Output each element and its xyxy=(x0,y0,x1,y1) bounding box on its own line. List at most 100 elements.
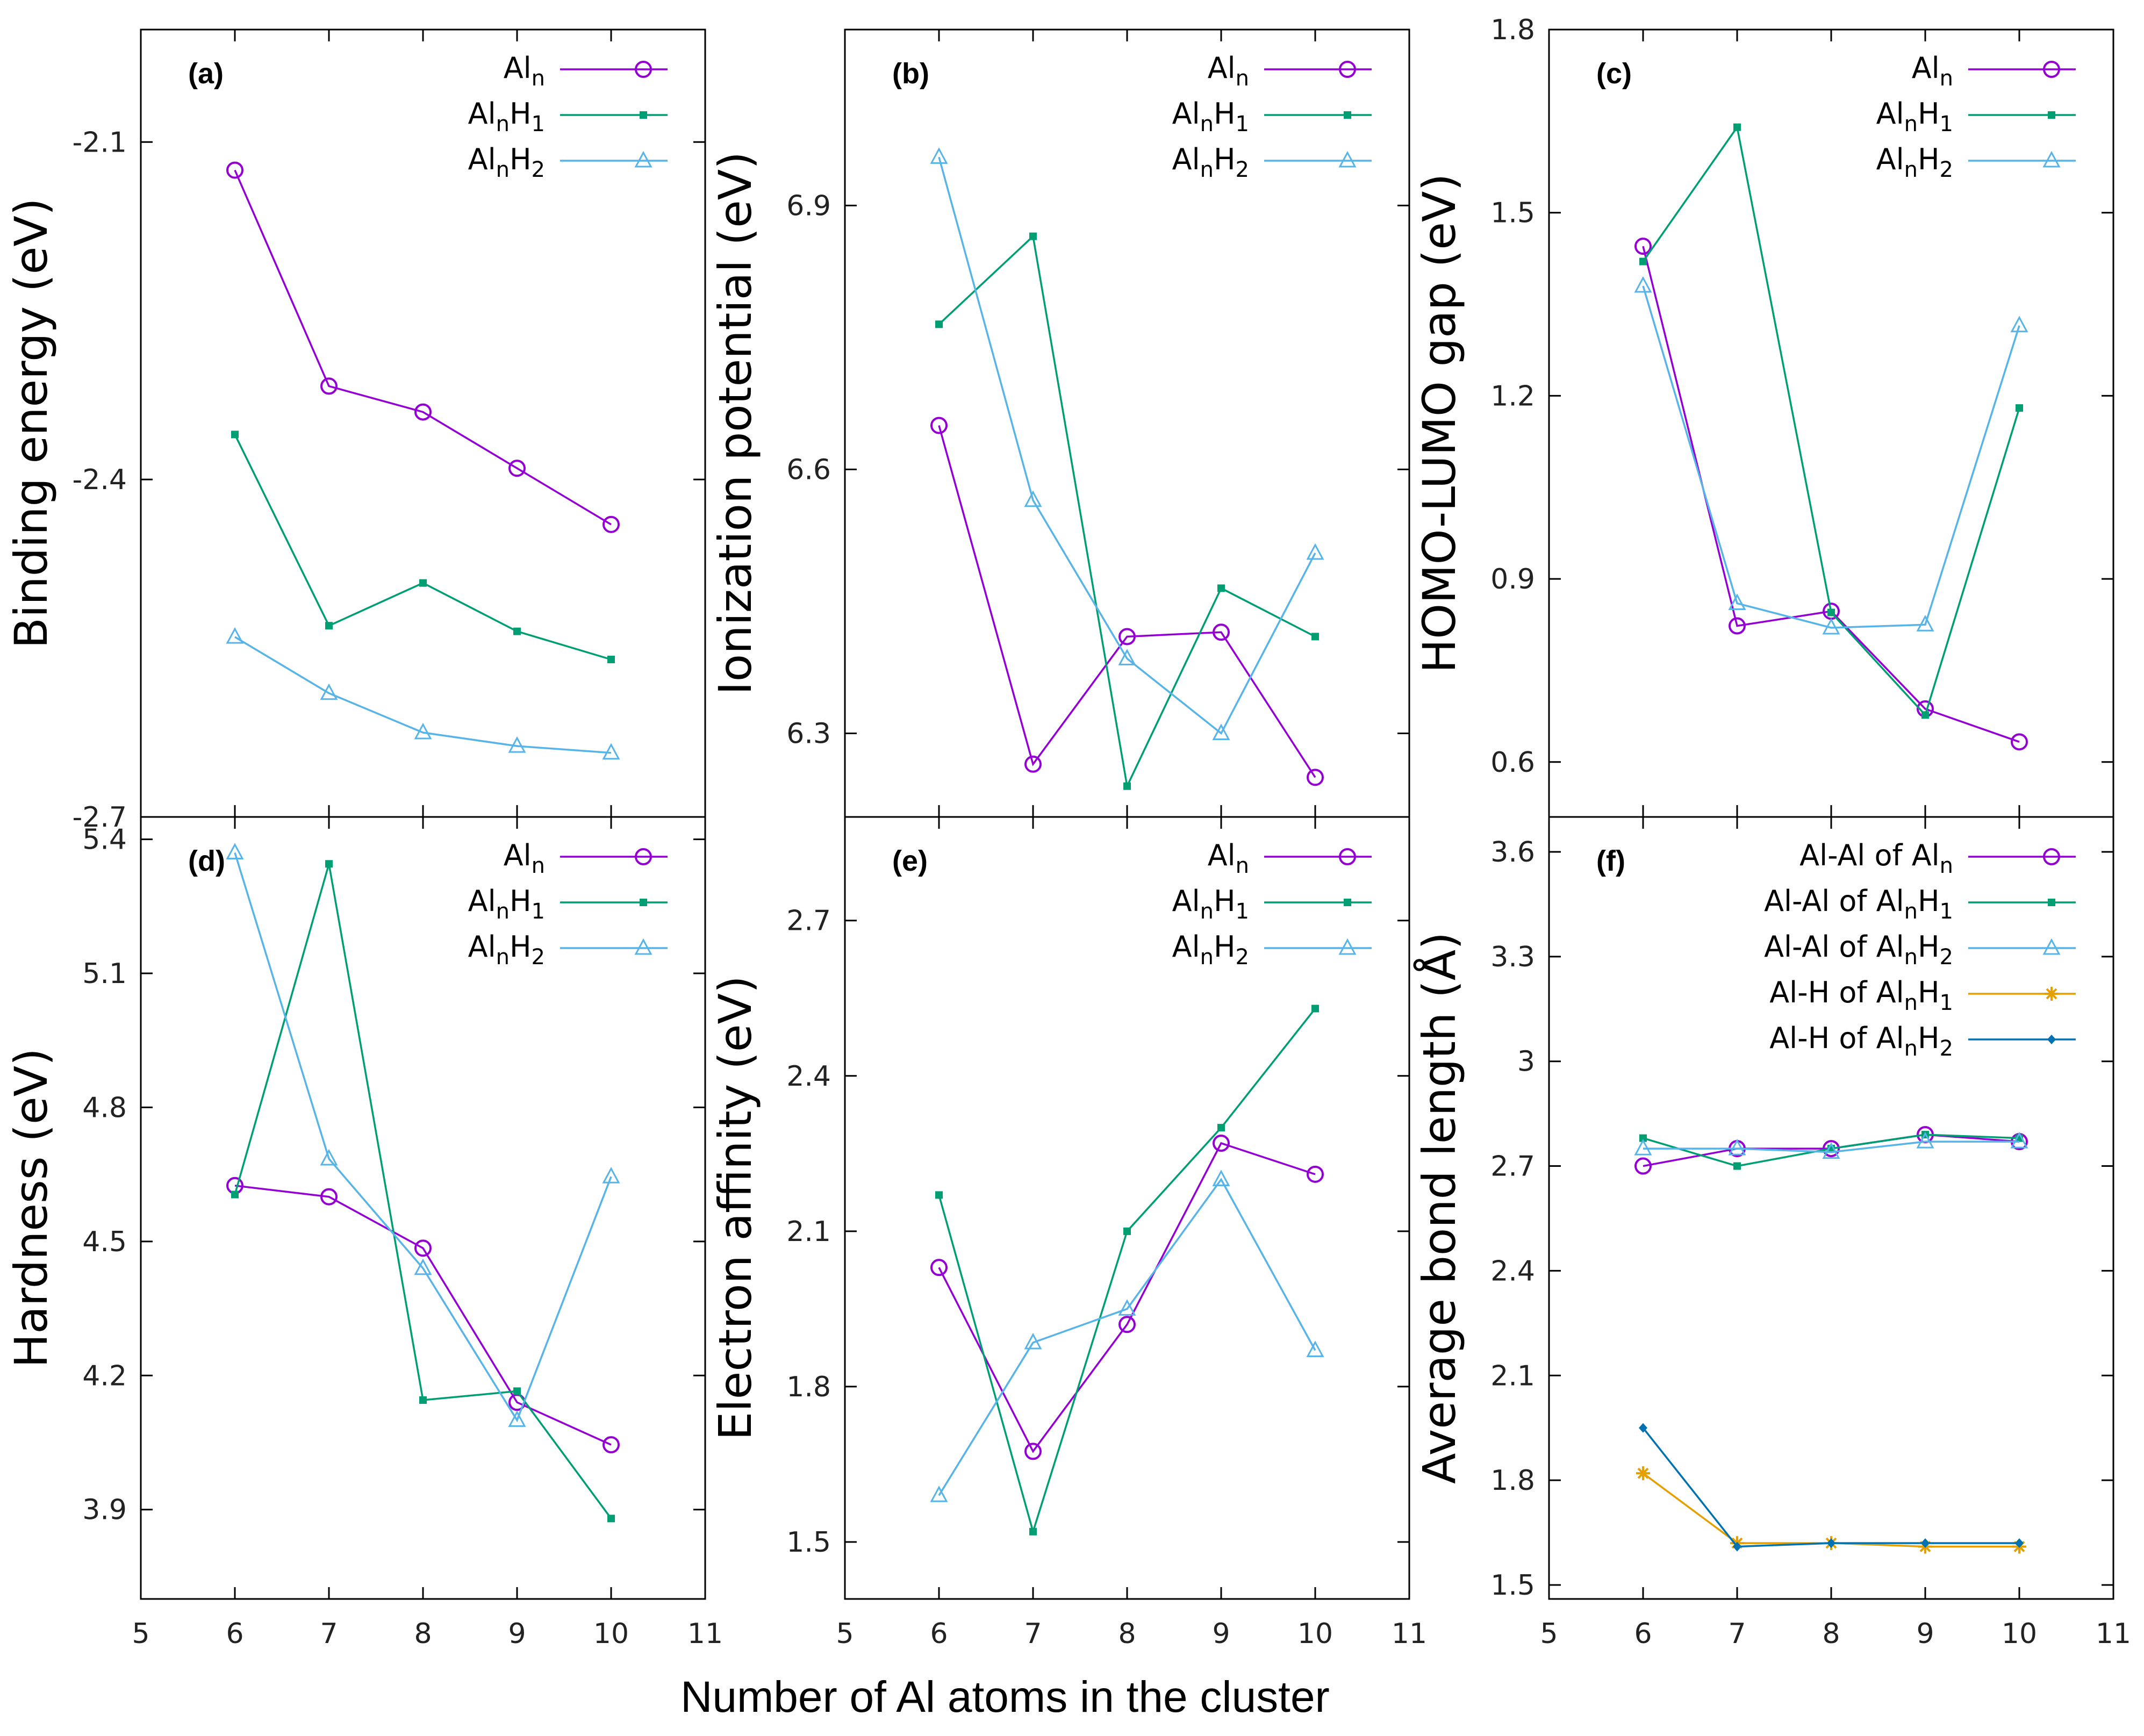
series-line xyxy=(1642,246,2020,743)
x-tick-label: 5 xyxy=(1540,1618,1558,1650)
panel-label: (e) xyxy=(892,845,928,877)
data-point xyxy=(1921,711,1929,719)
y-tick-label: 0.6 xyxy=(1490,747,1535,779)
legend-label: Al-H of AlnH2 xyxy=(1769,1021,1953,1061)
y-tick-label: 2.7 xyxy=(1490,1151,1535,1183)
x-tick-label: 11 xyxy=(687,1618,723,1650)
data-point xyxy=(1118,1299,1136,1316)
y-tick-label: 4.5 xyxy=(82,1226,127,1258)
data-point xyxy=(414,1258,432,1275)
data-point xyxy=(320,377,338,395)
x-tick-label: 7 xyxy=(1728,1618,1746,1650)
legend-marker xyxy=(1338,938,1357,955)
data-point xyxy=(1024,490,1042,507)
data-point xyxy=(1306,543,1324,560)
data-point xyxy=(1822,618,1840,635)
data-point xyxy=(1212,723,1230,740)
data-point xyxy=(1728,593,1746,611)
series-line xyxy=(1642,1427,2019,1548)
legend-label: AlnH1 xyxy=(1172,97,1249,137)
legend-label: AlnH2 xyxy=(1172,142,1249,182)
plot-frame xyxy=(844,816,1410,1600)
legend-marker xyxy=(2045,987,2059,1001)
legend-marker xyxy=(2042,938,2061,955)
data-point xyxy=(2010,1131,2028,1149)
series-line xyxy=(234,169,612,526)
legend-label: Aln xyxy=(1208,838,1249,878)
y-tick-label: 2.4 xyxy=(1490,1255,1535,1287)
data-point xyxy=(2015,1538,2024,1548)
y-axis-title: Average bond length (Å) xyxy=(1412,932,1466,1484)
data-point xyxy=(930,417,948,434)
legend-marker xyxy=(2043,61,2060,78)
y-tick-label: 4.2 xyxy=(82,1360,127,1392)
y-axis-title: Electron affinity (eV) xyxy=(709,975,762,1440)
legend-label: Al-Al of AlnH2 xyxy=(1764,930,1953,970)
legend-label: Al-Al of Aln xyxy=(1799,838,1953,878)
data-point xyxy=(414,403,432,421)
series-line xyxy=(1643,1140,2019,1153)
data-point xyxy=(930,147,948,164)
legend-marker xyxy=(640,111,647,119)
y-tick-label: 1.5 xyxy=(786,1526,831,1559)
panel-label: (c) xyxy=(1596,58,1632,90)
legend-label: AlnH1 xyxy=(1876,97,1953,137)
plot-frame xyxy=(140,816,706,1600)
data-point xyxy=(1733,123,1741,131)
data-point xyxy=(320,1188,338,1206)
data-point xyxy=(325,622,333,630)
data-point xyxy=(1213,1135,1230,1152)
legend-marker xyxy=(640,899,647,906)
y-tick-label: 6.3 xyxy=(786,718,831,750)
data-point xyxy=(607,1515,615,1523)
series-line xyxy=(938,1178,1316,1496)
y-tick-label: 3 xyxy=(1517,1046,1535,1078)
series-line xyxy=(1642,1472,2019,1548)
series-line xyxy=(938,1008,1316,1535)
legend-label: AlnH2 xyxy=(1876,142,1953,182)
data-point xyxy=(1827,1538,1835,1548)
panel-f: 1.5 1.8 2.1 2.4 2.7 3 3.3 3.6 5 6 7 8 9 10 11 Average b… xyxy=(1412,816,2131,1650)
y-tick-label: 6.9 xyxy=(786,190,831,222)
data-point xyxy=(930,1486,948,1502)
data-point xyxy=(930,1259,948,1276)
legend-marker xyxy=(1344,111,1351,119)
x-tick-label: 8 xyxy=(1822,1618,1840,1650)
data-point xyxy=(1639,1423,1647,1433)
y-axis-title: Binding energy (eV) xyxy=(5,198,58,648)
x-tick-label: 11 xyxy=(1392,1618,1427,1650)
data-point xyxy=(1916,615,1934,632)
x-tick-label: 9 xyxy=(1212,1618,1230,1650)
panel-d: 3.9 4.2 4.5 4.8 5.1 5.4 5 6 7 8 9 10 11 Hardness (eV)… xyxy=(5,816,723,1650)
data-point xyxy=(508,460,526,477)
y-tick-label: 5.1 xyxy=(82,958,127,990)
panel-label: (d) xyxy=(188,845,225,877)
data-point xyxy=(1921,1538,1930,1548)
data-point xyxy=(1729,617,1746,635)
data-point xyxy=(1307,1165,1324,1183)
legend-marker xyxy=(1344,899,1351,906)
series-line xyxy=(938,234,1316,790)
x-tick-label: 9 xyxy=(508,1618,526,1650)
data-point xyxy=(513,1387,521,1395)
series-line xyxy=(938,1142,1316,1453)
x-tick-label: 6 xyxy=(1634,1618,1652,1650)
data-point xyxy=(1634,1138,1652,1156)
data-point xyxy=(1217,1124,1225,1132)
data-point xyxy=(602,1167,620,1183)
legend-label: Aln xyxy=(1208,51,1249,91)
data-point xyxy=(1822,1142,1840,1159)
legend-label: Al-H of AlnH1 xyxy=(1769,975,1953,1015)
x-tick-label: 9 xyxy=(1916,1618,1934,1650)
y-tick-label: -2.1 xyxy=(73,126,127,159)
data-point xyxy=(508,736,526,753)
data-point xyxy=(1916,1131,1934,1149)
data-point xyxy=(603,1436,620,1454)
data-point xyxy=(226,161,243,179)
series-line xyxy=(234,636,612,754)
data-point xyxy=(1636,1466,1650,1481)
data-point xyxy=(1029,1527,1037,1536)
data-point xyxy=(1307,769,1324,786)
x-tick-label: 7 xyxy=(1024,1618,1042,1650)
